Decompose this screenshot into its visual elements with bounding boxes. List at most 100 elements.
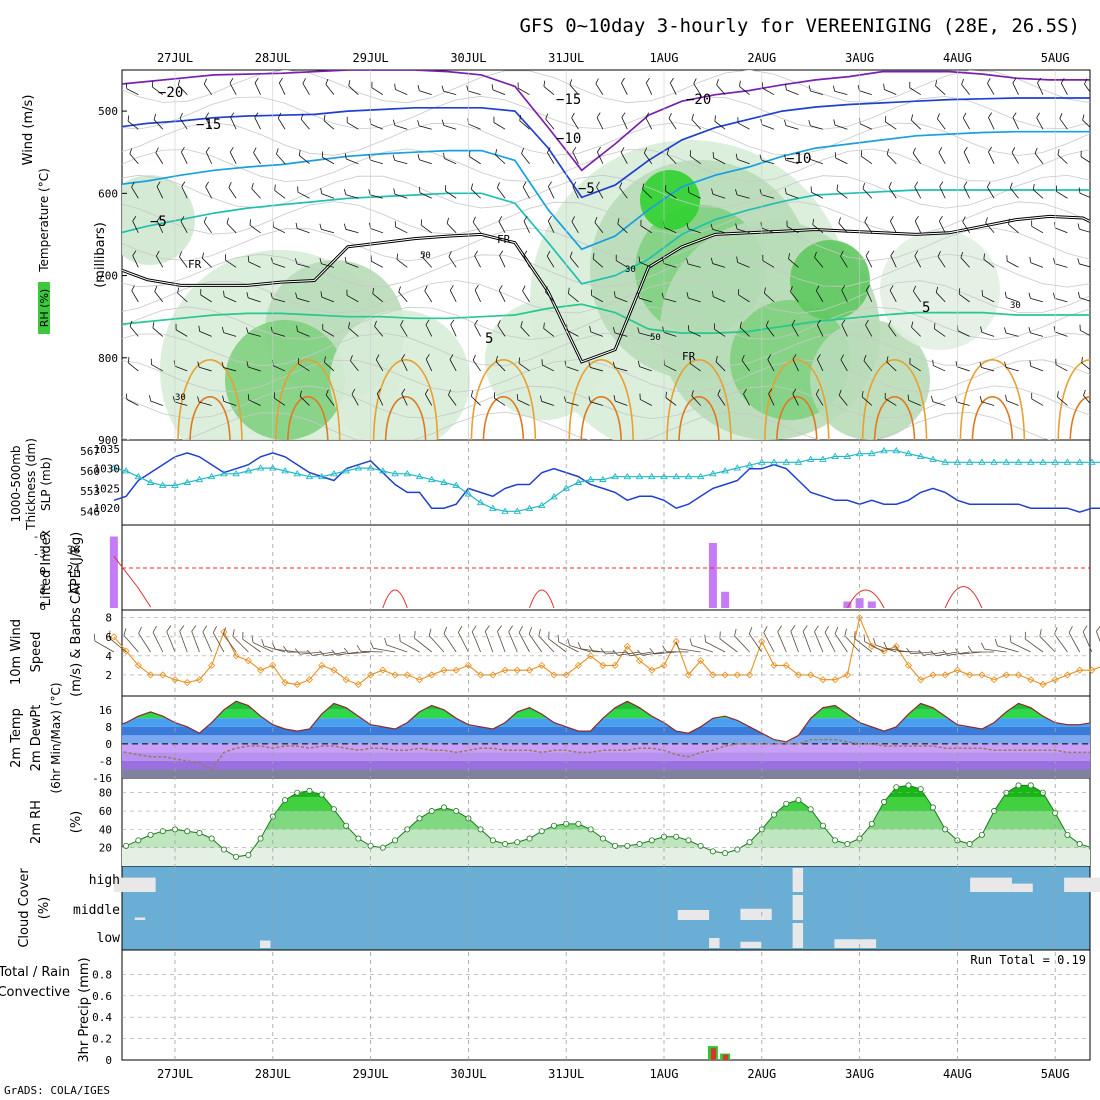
thickness-point bbox=[709, 469, 717, 477]
wind-barb bbox=[739, 80, 750, 95]
wind-barb bbox=[591, 289, 604, 303]
wind-barb bbox=[348, 80, 359, 95]
precip-convective-bar bbox=[710, 1048, 716, 1060]
wind-barb bbox=[592, 252, 604, 268]
isotherm-label: FR bbox=[497, 233, 511, 246]
wind-barb bbox=[988, 112, 995, 130]
wind-barb-10m bbox=[93, 633, 115, 653]
wind-barb bbox=[177, 79, 188, 95]
wind-barb-10m bbox=[428, 628, 445, 653]
thickness-point bbox=[1075, 458, 1084, 465]
wind-barb bbox=[519, 114, 530, 130]
thickness-tick: 553 bbox=[80, 485, 100, 498]
rh-point bbox=[575, 820, 582, 827]
rh-point bbox=[306, 787, 313, 794]
wind-barb bbox=[425, 354, 433, 372]
wind-speed-point bbox=[623, 642, 631, 650]
date-label-bottom: 4AUG bbox=[943, 1067, 972, 1081]
wind-barb bbox=[126, 393, 139, 406]
wind-barb bbox=[493, 116, 506, 130]
wind-barb bbox=[491, 84, 506, 96]
wind-barb-10m bbox=[918, 649, 946, 656]
thickness-point bbox=[623, 472, 632, 480]
wind-barb bbox=[890, 250, 897, 268]
wind-barb bbox=[295, 222, 310, 234]
wind-barb bbox=[786, 220, 799, 234]
wind-speed-point bbox=[1002, 671, 1010, 679]
wind-barb bbox=[1077, 291, 1090, 303]
cloud-row-label: high bbox=[89, 873, 120, 888]
wind-barb bbox=[738, 289, 750, 303]
wind-barb bbox=[271, 257, 286, 268]
wind-barb bbox=[735, 189, 750, 199]
thickness-point bbox=[904, 449, 913, 457]
wind-barb bbox=[809, 153, 824, 165]
wind-speed-point bbox=[293, 680, 301, 689]
wind-barb bbox=[569, 79, 579, 95]
wind-barb bbox=[914, 250, 922, 268]
wind-barb bbox=[300, 113, 310, 130]
wind-barb bbox=[860, 150, 873, 165]
rh-point bbox=[489, 837, 496, 844]
wind-barb bbox=[299, 390, 310, 406]
wind-barb bbox=[125, 82, 139, 96]
wind-speed-point bbox=[330, 666, 338, 674]
wind-barb bbox=[516, 394, 530, 406]
rh2m-label-2: (%) bbox=[69, 811, 84, 834]
dewpoint-line bbox=[122, 738, 1090, 771]
wind-speed-point bbox=[782, 661, 790, 669]
wind-barb bbox=[935, 286, 946, 303]
wind-barb bbox=[816, 354, 824, 372]
cloud-block bbox=[1011, 883, 1033, 892]
wind-barb bbox=[1083, 389, 1090, 406]
wind-barb bbox=[612, 361, 628, 372]
thickness-point bbox=[696, 472, 705, 480]
thickness-point bbox=[391, 469, 399, 477]
temperature-label: Temperature (°C) bbox=[37, 168, 51, 273]
wind-barb bbox=[572, 146, 579, 164]
thickness-point bbox=[635, 472, 644, 480]
wind-barb-10m bbox=[261, 638, 286, 653]
wind-barb bbox=[621, 112, 628, 130]
wind-barb bbox=[320, 187, 335, 199]
wind-barb bbox=[474, 285, 481, 303]
thickness-point bbox=[269, 464, 277, 471]
wind-barb bbox=[713, 323, 726, 337]
temp-tick: -8 bbox=[99, 755, 112, 768]
wind-speed-point bbox=[635, 657, 644, 665]
wind-barb bbox=[547, 216, 555, 233]
wind-barb bbox=[425, 319, 433, 337]
wind-barb bbox=[1028, 292, 1044, 303]
wind-barb bbox=[1004, 361, 1019, 372]
wind-barb bbox=[815, 388, 824, 406]
rh-band bbox=[122, 847, 1090, 866]
cape-bar bbox=[708, 543, 717, 608]
wind-barb bbox=[1004, 291, 1019, 303]
wind-barb bbox=[254, 112, 261, 130]
rh-point bbox=[282, 797, 289, 804]
date-label-top: 4AUG bbox=[943, 51, 972, 65]
wind-speed-point bbox=[244, 657, 252, 665]
rh-contour-6 bbox=[122, 227, 1090, 262]
wind-speed-point bbox=[415, 676, 424, 684]
temp-band bbox=[122, 752, 1090, 761]
thickness-point bbox=[256, 464, 265, 471]
wind-barb bbox=[889, 216, 897, 233]
wind-barb bbox=[832, 85, 848, 96]
wind-barb bbox=[302, 78, 310, 95]
wind-barb bbox=[278, 77, 286, 95]
wind-barb bbox=[417, 84, 432, 96]
thickness-point bbox=[537, 501, 546, 509]
wind-barb bbox=[910, 114, 922, 130]
wind-barb bbox=[808, 120, 824, 130]
wind-barb bbox=[841, 285, 848, 303]
wind-barb bbox=[270, 326, 286, 337]
wind-speed-point bbox=[599, 661, 607, 669]
wind-barb bbox=[909, 357, 921, 372]
wind-barb bbox=[691, 390, 701, 406]
wind-barb bbox=[865, 285, 873, 303]
cloud-label-1: Cloud Cover bbox=[17, 868, 32, 948]
temp-band bbox=[122, 735, 1090, 744]
lifted-index-bump bbox=[846, 589, 885, 609]
wind-barb bbox=[1034, 147, 1044, 164]
